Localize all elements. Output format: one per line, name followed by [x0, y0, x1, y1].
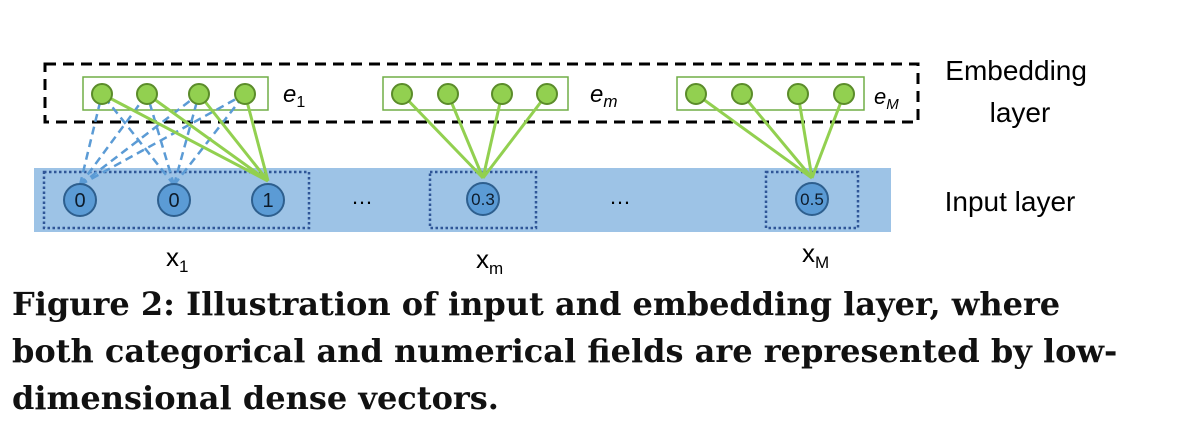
- embedding-layer-label: Embedding layer: [945, 55, 1094, 128]
- solid-connections: [101, 92, 846, 183]
- embedding-layer-boundary: [43, 62, 920, 124]
- field-label-m: xm: [476, 244, 503, 278]
- embedding-nodes: [91, 83, 855, 105]
- embedding-label-1: e1: [283, 81, 305, 111]
- embedding-label-M: eM: [874, 84, 899, 113]
- embedding-node: [188, 83, 210, 105]
- embedding-node: [833, 83, 855, 105]
- embedding-node: [787, 83, 809, 105]
- ellipsis: …: [609, 184, 631, 209]
- solid-edge: [740, 93, 814, 179]
- embedding-node: [536, 83, 558, 105]
- input-node: [795, 182, 829, 216]
- embedding-label-m: em: [590, 81, 618, 111]
- field-label-M: xM: [802, 238, 829, 272]
- solid-edge: [101, 92, 269, 183]
- dashed-edge: [78, 93, 104, 186]
- solid-edge: [146, 92, 269, 183]
- embedding-node: [731, 83, 753, 105]
- solid-edge: [446, 93, 485, 179]
- input-node: [251, 183, 285, 217]
- input-node: [157, 183, 191, 217]
- embedding-node: [136, 83, 158, 105]
- embedding-node: [234, 83, 256, 105]
- input-node: [466, 182, 500, 216]
- field-label-1: x1: [166, 242, 188, 276]
- input-node: [63, 183, 97, 217]
- input-node-value: 0: [168, 190, 179, 212]
- solid-edge: [400, 92, 485, 180]
- solid-edge: [796, 93, 814, 179]
- input-layer-label: Input layer: [945, 186, 1076, 217]
- dashed-edge: [101, 93, 175, 186]
- dashed-edge: [172, 93, 201, 186]
- input-node-value: 0: [74, 190, 85, 212]
- input-nodes: [63, 182, 829, 217]
- figure-caption: Figure 2: Illustration of input and embe…: [12, 285, 1118, 417]
- solid-edge: [695, 92, 813, 180]
- solid-edge: [481, 93, 549, 179]
- embedding-node: [491, 83, 513, 105]
- dashed-edge: [145, 93, 176, 186]
- solid-edge: [197, 93, 270, 182]
- input-node-value: 0.5: [800, 190, 824, 209]
- embedding-diagram: 0 0 1 0.3 0.5 … … e1 em eM Embedding lay…: [34, 55, 1094, 278]
- input-node-value: 0.3: [471, 190, 495, 209]
- solid-edge: [810, 93, 846, 179]
- input-node-value: 1: [262, 190, 273, 212]
- field-box-m: [428, 170, 538, 230]
- ellipsis: …: [351, 184, 373, 209]
- embedding-node: [685, 83, 707, 105]
- embedding-node: [437, 83, 459, 105]
- dashed-edge: [79, 92, 246, 187]
- embedding-node: [91, 83, 113, 105]
- dashed-edge: [79, 93, 200, 186]
- dashed-edge: [78, 93, 149, 186]
- embedding-node: [391, 83, 413, 105]
- solid-edge: [481, 93, 504, 179]
- solid-edge: [243, 93, 270, 182]
